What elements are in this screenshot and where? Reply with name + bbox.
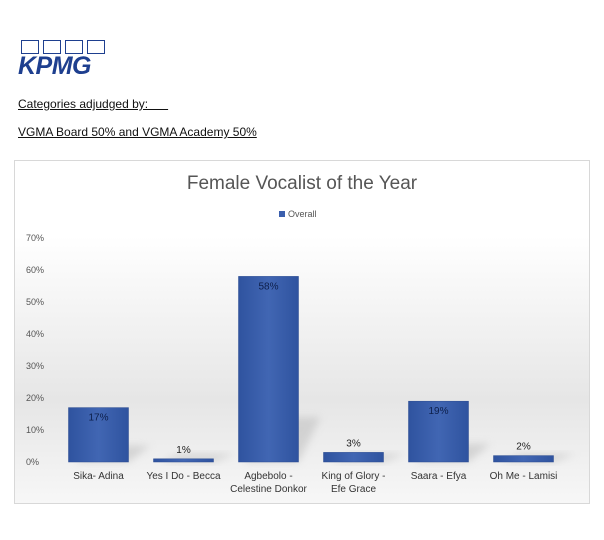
- y-tick-label: 30%: [26, 361, 44, 371]
- data-label: 19%: [428, 406, 448, 417]
- data-label: 1%: [176, 445, 191, 456]
- y-tick-label: 40%: [26, 329, 44, 339]
- y-tick-label: 0%: [26, 457, 39, 467]
- legend-swatch: [279, 211, 285, 217]
- bar: [153, 458, 214, 463]
- y-tick-label: 70%: [26, 233, 44, 243]
- category-label: Yes I Do - Becca: [146, 471, 221, 482]
- kpmg-logo: KPMG: [18, 40, 118, 80]
- logo-wordmark: KPMG: [18, 52, 92, 80]
- data-label: 17%: [88, 413, 108, 424]
- y-tick-label: 60%: [26, 265, 44, 275]
- y-tick-label: 10%: [26, 425, 44, 435]
- category-label: Saara - Efya: [411, 471, 467, 482]
- bar: [323, 452, 384, 463]
- y-tick-label: 20%: [26, 393, 44, 403]
- y-tick-label: 50%: [26, 297, 44, 307]
- bar: [238, 276, 299, 463]
- data-label: 58%: [258, 281, 278, 292]
- bar: [493, 455, 554, 463]
- data-label: 2%: [516, 442, 531, 453]
- bar: [408, 400, 469, 463]
- category-label: Oh Me - Lamisi: [490, 471, 558, 482]
- category-label: Agbebolo -Celestine Donkor: [230, 471, 307, 495]
- adjudication-weights: VGMA Board 50% and VGMA Academy 50%: [18, 125, 257, 139]
- chart-title: Female Vocalist of the Year: [186, 173, 418, 194]
- bar: [68, 407, 129, 463]
- adjudication-heading: Categories adjudged by:: [18, 97, 169, 111]
- chart-legend: Overall: [279, 209, 317, 219]
- logo-boxes: [21, 40, 105, 54]
- data-label: 3%: [346, 438, 361, 449]
- category-label: Sika- Adina: [73, 471, 124, 482]
- category-label: King of Glory -Efe Grace: [322, 471, 386, 495]
- legend-label: Overall: [288, 209, 317, 219]
